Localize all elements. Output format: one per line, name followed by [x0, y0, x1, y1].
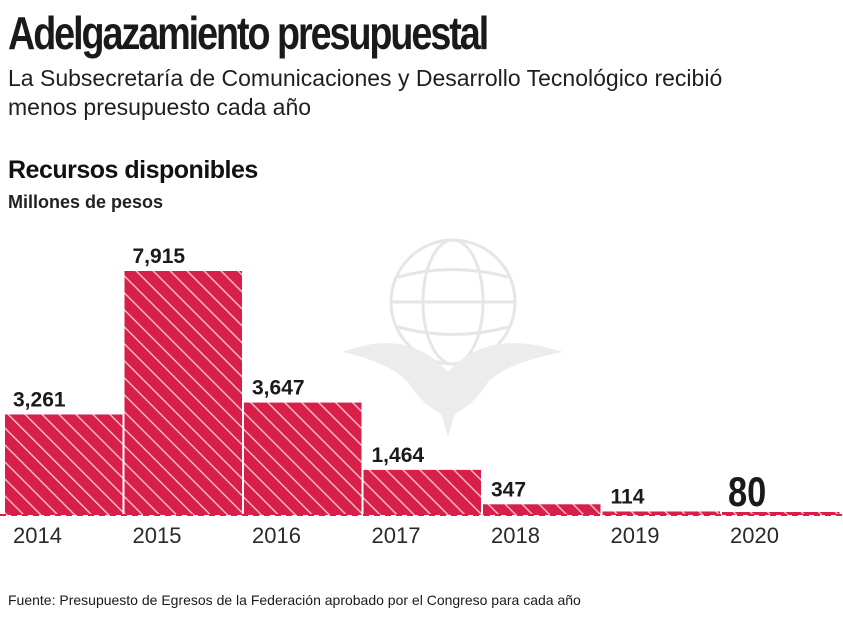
eagle-watermark-icon — [343, 238, 563, 437]
x-tick-label-2015: 2015 — [133, 523, 182, 548]
bar-2015 — [124, 271, 242, 515]
chart-title: Adelgazamiento presupuestal — [8, 7, 489, 59]
x-tick-label-2018: 2018 — [491, 523, 540, 548]
x-tick-label-2016: 2016 — [252, 523, 301, 548]
bar-chart: 3,261 7,915 3,647 1,464 347 114 80 2014 2015 201… — [0, 245, 843, 548]
x-tick-label-2020: 2020 — [730, 523, 779, 548]
x-tick-label-2014: 2014 — [13, 523, 62, 548]
x-tick-label-2019: 2019 — [611, 523, 660, 548]
value-label-2020: 80 — [728, 469, 766, 516]
bar-2019 — [602, 511, 720, 515]
bar-2017 — [363, 469, 481, 515]
x-tick-label-2017: 2017 — [372, 523, 421, 548]
source-note: Fuente: Presupuesto de Egresos de la Fed… — [8, 592, 581, 608]
chart-subtitle: La Subsecretaría de Comunicaciones y Des… — [8, 65, 723, 120]
value-label-2015: 7,915 — [133, 245, 186, 268]
value-label-2018: 347 — [491, 478, 526, 501]
value-label-2016: 3,647 — [252, 377, 305, 400]
value-label-2014: 3,261 — [13, 388, 66, 411]
value-label-2017: 1,464 — [372, 444, 425, 467]
bar-2014 — [5, 414, 123, 515]
bar-2018 — [483, 504, 601, 515]
value-label-2019: 114 — [611, 485, 645, 508]
bar-2020 — [722, 512, 840, 515]
unit-label: Millones de pesos — [8, 192, 164, 212]
bar-2016 — [244, 402, 362, 515]
section-title: Recursos disponibles — [8, 156, 258, 184]
